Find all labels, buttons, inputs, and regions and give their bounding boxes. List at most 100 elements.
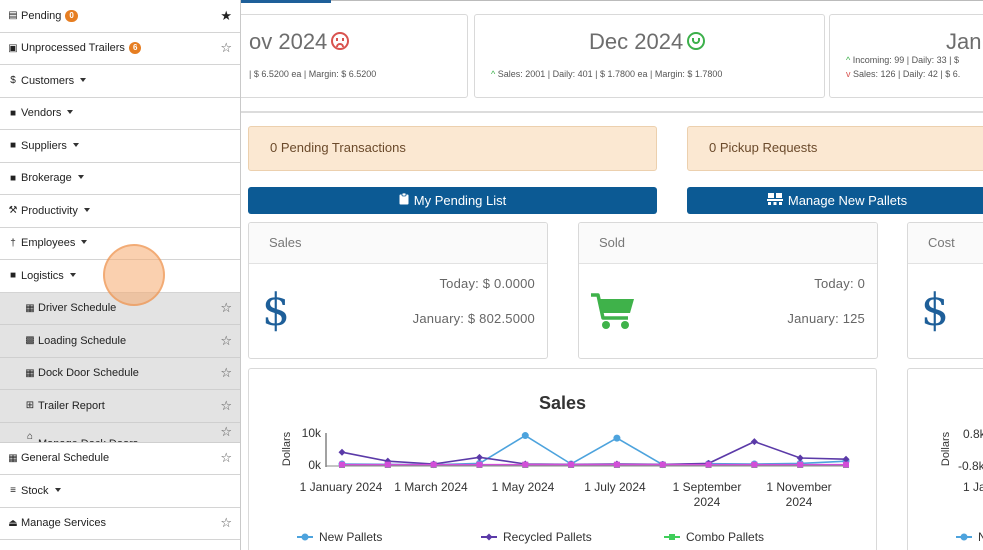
x-tick-label: 2024 [786, 495, 813, 509]
y-axis-label: Dollars [940, 431, 952, 466]
my-pending-list-button[interactable]: My Pending List [248, 187, 657, 214]
x-tick-label: 1 November [766, 480, 831, 494]
month-title: Jan [946, 29, 982, 54]
month-incoming-text: Incoming: 99 | Daily: 33 | $ [852, 55, 959, 65]
caret-down-icon [67, 110, 74, 115]
series-point [613, 461, 620, 468]
star-outline-icon[interactable]: ☆ [220, 365, 232, 381]
manage-new-pallets-button[interactable]: Manage New Pallets [687, 187, 983, 214]
y-tick-label: -0.8k [958, 459, 983, 473]
series-point [476, 461, 483, 468]
series-point [521, 432, 529, 440]
trailer-icon: ▣ [8, 42, 18, 54]
star-outline-icon[interactable]: ☆ [220, 397, 232, 413]
sidebar-item-dock-door-schedule[interactable]: ▦ Dock Door Schedule ☆ [0, 357, 240, 390]
sidebar-item-label: Logistics [21, 269, 64, 282]
dollar-icon: $ [10, 75, 16, 87]
sidebar-item-stock[interactable]: ≡ Stock [0, 475, 240, 508]
sidebar-item-label: Driver Schedule [38, 302, 117, 315]
caret-down-icon [72, 142, 79, 147]
sidebar-item-label: Loading Schedule [38, 334, 127, 347]
series-point [750, 438, 758, 446]
sidebar-item-unprocessed-trailers[interactable]: ▣ Unprocessed Trailers 6 ☆ [0, 32, 240, 65]
pallet-icon: ≡ [10, 485, 16, 497]
chart-title: Sales [538, 393, 587, 413]
sidebar-item-label: Employees [21, 237, 76, 250]
month-title: ov 2024 [249, 29, 350, 55]
legend-label: N [978, 530, 983, 544]
sold-today: Today: 0 [814, 276, 865, 291]
sold-month: January: 125 [787, 311, 865, 326]
caret-down-icon [80, 77, 87, 82]
legend-marker [669, 534, 675, 540]
cost-card-title: Cost [908, 223, 983, 264]
sales-month: January: $ 802.5000 [412, 311, 535, 326]
star-outline-icon[interactable]: ☆ [220, 450, 232, 466]
caret-down-icon [83, 207, 90, 212]
hammer-icon: ⚒ [8, 205, 18, 217]
dollar-icon: $ [262, 285, 290, 336]
sidebar-item-employees[interactable]: † Employees [0, 227, 240, 260]
x-tick-label: 1 May 2024 [492, 480, 555, 494]
x-tick-label: 1 September [673, 480, 742, 494]
star-outline-icon[interactable]: ☆ [220, 300, 232, 316]
sidebar-item-label: Dock Door Schedule [38, 367, 139, 380]
series-line-0 [341, 434, 847, 466]
series-point [568, 461, 575, 468]
legend-label: Combo Pallets [686, 530, 764, 544]
clipboard-icon: ▤ [8, 10, 18, 22]
sidebar-item-trailer-report[interactable]: ⊞ Trailer Report ☆ [0, 390, 240, 423]
sidebar-item-label: Suppliers [21, 139, 67, 152]
series-point [522, 461, 529, 468]
sidebar-item-assets[interactable]: ■Assets [0, 540, 240, 550]
sidebar-item-manage-dock-doors[interactable]: ⌂ Manage Dock Doors ☆ [0, 422, 240, 443]
series-point [339, 461, 345, 468]
sidebar-item-manage-services[interactable]: ⏏ Manage Services ☆ [0, 507, 240, 540]
star-outline-icon[interactable]: ☆ [220, 515, 232, 531]
sidebar-item-loading-schedule[interactable]: ▩ Loading Schedule ☆ [0, 325, 240, 358]
sales-chart-card: Sales Dollars 10k 0k 1 January 2024 1 March … [248, 368, 877, 550]
month-card-jan: Jan ^ Incoming: 99 | Daily: 33 | $ v Sal… [829, 14, 983, 98]
star-outline-icon[interactable]: ☆ [220, 332, 232, 348]
sales-card: Sales $ Today: $ 0.0000 January: $ 802.5… [248, 222, 548, 359]
clipboard-icon [399, 192, 409, 208]
sales-chart: Dollars 10k 0k 1 January 2024 1 March 2024 1 … [281, 426, 850, 544]
pending-transactions-alert[interactable]: 0 Pending Transactions [248, 126, 657, 171]
month-stats-text: Sales: 2001 | Daily: 401 | $ 1.7800 ea |… [497, 69, 723, 79]
sidebar-item-productivity[interactable]: ⚒ Productivity [0, 195, 240, 228]
series-line-1 [341, 440, 847, 466]
sidebar-item-label: Pending [21, 9, 62, 22]
month-title: Dec 2024 [589, 29, 706, 55]
sidebar: ▤ Pending 0 ★ ▣ Unprocessed Trailers 6 ☆ $ Custom… [0, 0, 241, 550]
table-icon: ⊞ [25, 400, 35, 412]
series-point [843, 461, 849, 468]
pickup-requests-alert[interactable]: 0 Pickup Requests [687, 126, 983, 171]
caret-down-icon [81, 240, 88, 245]
series-point [338, 448, 346, 456]
star-filled-icon[interactable]: ★ [220, 7, 232, 23]
cart-icon [591, 293, 634, 329]
pallet-boxes-icon [766, 193, 783, 208]
sidebar-item-customers[interactable]: $ Customers [0, 65, 240, 98]
arrow-down-icon: v [846, 69, 851, 79]
sidebar-item-pending[interactable]: ▤ Pending 0 ★ [0, 0, 240, 33]
series-point [842, 455, 850, 463]
y-tick-label: 0k [308, 458, 322, 472]
sidebar-item-general-schedule[interactable]: ▦ General Schedule ☆ [0, 442, 240, 475]
star-outline-icon[interactable]: ☆ [220, 424, 232, 439]
calendar-icon: ▦ [25, 302, 35, 314]
sidebar-item-vendors[interactable]: ■ Vendors [0, 97, 240, 130]
truck-clock-icon: ▩ [25, 335, 35, 347]
sidebar-item-label: Unprocessed Trailers [21, 42, 125, 55]
truck-icon: ■ [9, 172, 17, 184]
star-outline-icon[interactable]: ☆ [220, 40, 232, 56]
legend-marker [301, 533, 309, 541]
sidebar-item-suppliers[interactable]: ■ Suppliers [0, 130, 240, 163]
month-incoming: ^ Incoming: 99 | Daily: 33 | $ [846, 55, 959, 65]
sad-face-icon [331, 32, 350, 50]
month-stats: ^ Sales: 2001 | Daily: 401 | $ 1.7800 ea… [491, 69, 722, 79]
sidebar-item-label: Manage Dock Doors [38, 438, 138, 442]
divider [241, 111, 983, 113]
sidebar-item-brokerage[interactable]: ■ Brokerage [0, 162, 240, 195]
month-title-text: ov 2024 [249, 29, 328, 54]
